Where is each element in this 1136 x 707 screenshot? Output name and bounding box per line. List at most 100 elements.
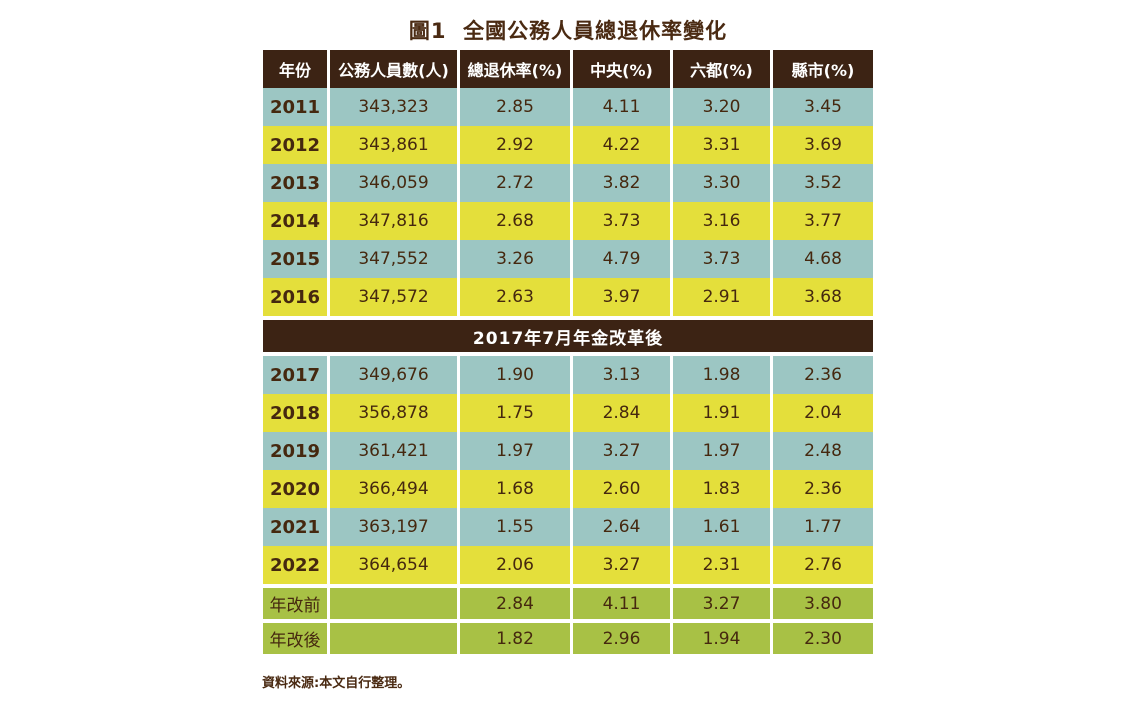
row-label-cell: 2021 [263,508,327,546]
value-cell: 4.11 [573,588,670,619]
row-label-cell: 2012 [263,126,327,164]
column-header: 公務人員數(人) [330,50,457,88]
value-cell: 364,654 [330,546,457,584]
row-label-cell: 2017 [263,356,327,394]
value-cell: 1.94 [673,623,770,654]
value-cell: 3.16 [673,202,770,240]
row-label-cell: 2018 [263,394,327,432]
value-cell: 3.27 [673,588,770,619]
table-row: 2018 356,878 1.75 2.84 1.91 2.04 [263,394,873,432]
value-cell: 2.76 [773,546,873,584]
value-cell: 349,676 [330,356,457,394]
value-cell: 2.48 [773,432,873,470]
value-cell: 356,878 [330,394,457,432]
value-cell: 3.68 [773,278,873,316]
value-cell: 2.96 [573,623,670,654]
row-label-cell: 2015 [263,240,327,278]
value-cell: 3.13 [573,356,670,394]
value-cell: 1.55 [460,508,570,546]
value-cell: 3.77 [773,202,873,240]
table-row: 2015 347,552 3.26 4.79 3.73 4.68 [263,240,873,278]
row-label-cell: 2019 [263,432,327,470]
value-cell: 1.97 [460,432,570,470]
value-cell: 3.45 [773,88,873,126]
value-cell: 2.04 [773,394,873,432]
value-cell: 2.36 [773,356,873,394]
value-cell: 3.20 [673,88,770,126]
row-label-cell: 2022 [263,546,327,584]
value-cell: 366,494 [330,470,457,508]
value-cell: 1.91 [673,394,770,432]
row-label-cell: 2020 [263,470,327,508]
table-row: 2013 346,059 2.72 3.82 3.30 3.52 [263,164,873,202]
retirement-rate-table: 年份 公務人員數(人) 總退休率(%) 中央(%) 六都(%) 縣市(%) 2011 343… [263,50,873,654]
value-cell: 1.82 [460,623,570,654]
value-cell: 346,059 [330,164,457,202]
value-cell: 1.90 [460,356,570,394]
value-cell: 2.92 [460,126,570,164]
value-cell: 2.60 [573,470,670,508]
value-cell: 2.63 [460,278,570,316]
value-cell: 1.98 [673,356,770,394]
table-row: 2020 366,494 1.68 2.60 1.83 2.36 [263,470,873,508]
value-cell: 3.73 [673,240,770,278]
value-cell: 2.84 [460,588,570,619]
value-cell [330,623,457,654]
column-header: 縣市(%) [773,50,873,88]
value-cell: 4.22 [573,126,670,164]
value-cell: 3.27 [573,546,670,584]
value-cell: 1.83 [673,470,770,508]
value-cell: 3.82 [573,164,670,202]
value-cell: 3.31 [673,126,770,164]
column-header: 中央(%) [573,50,670,88]
value-cell: 2.36 [773,470,873,508]
value-cell: 2.85 [460,88,570,126]
value-cell: 361,421 [330,432,457,470]
post-reform-rows: 2017 349,676 1.90 3.13 1.98 2.36 2018 356,878 1.… [263,356,873,584]
value-cell: 3.97 [573,278,670,316]
table-row: 年改後 1.82 2.96 1.94 2.30 [263,623,873,654]
row-label-cell: 2013 [263,164,327,202]
reform-separator-row: 2017年7月年金改革後 [263,320,873,352]
table-row: 年改前 2.84 4.11 3.27 3.80 [263,588,873,619]
value-cell: 1.97 [673,432,770,470]
summary-rows: 年改前 2.84 4.11 3.27 3.80 年改後 1.82 2.96 1.94 2.30 [263,588,873,654]
value-cell: 2.72 [460,164,570,202]
value-cell: 2.64 [573,508,670,546]
column-header: 年份 [263,50,327,88]
table-row: 2017 349,676 1.90 3.13 1.98 2.36 [263,356,873,394]
value-cell: 2.91 [673,278,770,316]
table-row: 2019 361,421 1.97 3.27 1.97 2.48 [263,432,873,470]
value-cell: 347,572 [330,278,457,316]
table-row: 2022 364,654 2.06 3.27 2.31 2.76 [263,546,873,584]
value-cell: 347,816 [330,202,457,240]
row-label-cell: 2014 [263,202,327,240]
value-cell: 343,323 [330,88,457,126]
figure-title: 圖1 全國公務人員總退休率變化 [408,19,728,43]
value-cell: 3.69 [773,126,873,164]
value-cell: 3.30 [673,164,770,202]
value-cell: 4.79 [573,240,670,278]
value-cell: 3.26 [460,240,570,278]
value-cell: 1.77 [773,508,873,546]
value-cell: 1.68 [460,470,570,508]
row-label-cell: 2011 [263,88,327,126]
source-note: 資料來源:本文自行整理。 [262,676,411,691]
value-cell: 2.30 [773,623,873,654]
value-cell: 2.31 [673,546,770,584]
pre-reform-rows: 2011 343,323 2.85 4.11 3.20 3.45 2012 343,861 2.… [263,88,873,316]
row-label-cell: 年改後 [263,623,327,654]
value-cell: 1.75 [460,394,570,432]
table-header-row: 年份 公務人員數(人) 總退休率(%) 中央(%) 六都(%) 縣市(%) [263,50,873,88]
value-cell: 2.84 [573,394,670,432]
value-cell: 4.11 [573,88,670,126]
value-cell: 1.61 [673,508,770,546]
row-label-cell: 年改前 [263,588,327,619]
value-cell: 343,861 [330,126,457,164]
table-row: 2011 343,323 2.85 4.11 3.20 3.45 [263,88,873,126]
column-header: 六都(%) [673,50,770,88]
value-cell [330,588,457,619]
table-row: 2021 363,197 1.55 2.64 1.61 1.77 [263,508,873,546]
value-cell: 363,197 [330,508,457,546]
table-row: 2012 343,861 2.92 4.22 3.31 3.69 [263,126,873,164]
